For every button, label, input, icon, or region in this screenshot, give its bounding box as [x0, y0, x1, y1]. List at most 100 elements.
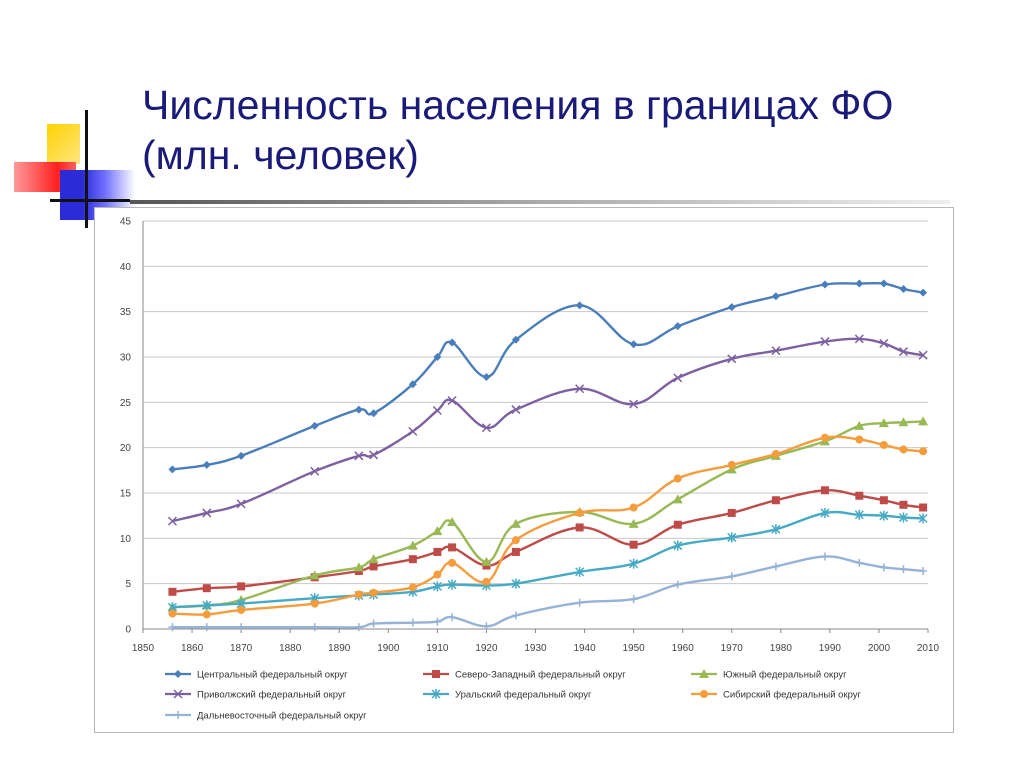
- series-7: [168, 552, 928, 632]
- y-tick-label: 25: [120, 398, 132, 409]
- legend-label: Дальневосточный федеральный округ: [197, 711, 367, 722]
- x-tick-label: 1940: [573, 643, 596, 654]
- data-point: [575, 384, 585, 394]
- y-tick-label: 5: [125, 579, 131, 590]
- data-point: [879, 338, 889, 348]
- series-line: [172, 435, 924, 616]
- series-2: [168, 486, 928, 596]
- data-point: [310, 599, 319, 608]
- data-point: [727, 508, 736, 517]
- data-point: [575, 598, 584, 607]
- x-tick-label: 1990: [819, 643, 842, 654]
- data-point: [481, 556, 492, 566]
- x-tick-label: 1950: [623, 643, 646, 654]
- data-point: [511, 547, 520, 556]
- data-point: [629, 340, 638, 349]
- x-tick-label: 1880: [279, 643, 302, 654]
- data-point: [310, 466, 320, 476]
- data-point: [726, 464, 737, 474]
- data-point: [855, 435, 864, 444]
- legend-swatch-marker: [700, 690, 708, 698]
- legend-item-1: Центральный федеральный округ: [165, 670, 348, 681]
- y-tick-label: 0: [125, 625, 131, 636]
- data-point: [673, 322, 682, 331]
- data-point: [629, 558, 639, 569]
- x-tick-label: 1870: [230, 643, 253, 654]
- data-point: [202, 584, 211, 593]
- data-point: [168, 587, 177, 596]
- data-point: [820, 507, 830, 518]
- data-point: [168, 623, 177, 632]
- data-point: [354, 405, 363, 414]
- decor-horizontal-line: [50, 199, 130, 202]
- data-point: [433, 547, 442, 556]
- chart-frame: 0 5 10 15 20 25 30 35 40 45 1850 1860 1870 1880 1890 19…: [94, 207, 954, 733]
- legend-item-4: Приволжский федеральный округ: [165, 689, 347, 701]
- data-point: [354, 623, 363, 632]
- data-point: [237, 582, 246, 591]
- data-point: [771, 524, 781, 535]
- legend-item-2: Северо-Западный федеральный округ: [423, 670, 626, 681]
- data-point: [673, 474, 682, 483]
- data-point: [310, 421, 319, 430]
- data-point: [918, 513, 928, 524]
- data-point: [727, 303, 736, 312]
- series-line: [172, 555, 924, 629]
- data-point: [408, 618, 417, 627]
- data-point: [879, 496, 888, 505]
- y-tick-label: 45: [120, 217, 132, 228]
- y-tick-label: 30: [120, 353, 132, 364]
- data-point: [168, 609, 177, 618]
- data-point: [408, 426, 418, 436]
- chart-legend: Центральный федеральный округ Северо-Запа…: [165, 669, 862, 722]
- series-line: [172, 420, 924, 609]
- series-1: [168, 279, 928, 474]
- data-point: [433, 353, 442, 361]
- series-4: [167, 334, 928, 526]
- series-line: [172, 337, 924, 523]
- data-point: [727, 354, 737, 364]
- data-point: [629, 595, 638, 604]
- data-point: [511, 611, 520, 620]
- data-point: [854, 334, 864, 344]
- data-point: [482, 622, 491, 631]
- series-6: [168, 433, 928, 619]
- data-point: [673, 580, 682, 589]
- y-tick-label: 15: [120, 489, 132, 500]
- data-point: [918, 350, 928, 360]
- data-point: [820, 337, 830, 347]
- data-point: [448, 543, 457, 552]
- data-point: [879, 440, 888, 449]
- data-point: [369, 409, 378, 418]
- data-point: [575, 508, 584, 517]
- title-underline-rule: [130, 200, 950, 204]
- y-tick-label: 20: [120, 443, 132, 454]
- data-point: [820, 552, 829, 561]
- x-tick-label: 1900: [377, 643, 400, 654]
- data-point: [918, 416, 929, 426]
- data-point: [771, 496, 780, 505]
- x-tick-label: 1960: [672, 643, 695, 654]
- data-point: [673, 520, 682, 529]
- data-point: [629, 399, 639, 409]
- data-point: [448, 338, 457, 347]
- chart-gridlines: [143, 220, 928, 630]
- chart-series-group: [167, 279, 929, 632]
- data-point: [408, 380, 417, 389]
- legend-swatch-marker: [174, 670, 182, 678]
- data-point: [919, 503, 928, 512]
- decor-yellow-square: [47, 124, 80, 164]
- data-point: [673, 373, 683, 383]
- data-point: [899, 565, 908, 574]
- data-point: [919, 447, 928, 456]
- data-point: [202, 623, 211, 632]
- legend-label: Южный федеральный округ: [723, 670, 847, 681]
- data-point: [237, 623, 246, 632]
- slide-title-line1: Численность населения в границах ФО: [142, 82, 894, 128]
- legend-item-6: Сибирский федеральный округ: [691, 690, 862, 701]
- legend-swatch-marker: [699, 669, 709, 678]
- legend-swatch-marker: [432, 670, 440, 678]
- x-tick-label: 2010: [917, 643, 940, 654]
- data-point: [854, 509, 864, 520]
- data-point: [879, 510, 889, 521]
